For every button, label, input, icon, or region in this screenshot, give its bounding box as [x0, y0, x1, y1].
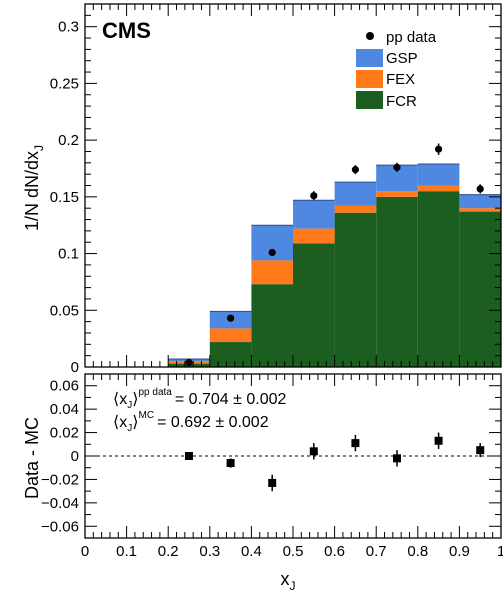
- residual-point: [393, 454, 401, 463]
- x-tick-label: 0.9: [449, 543, 470, 560]
- residual-y-tick-label: 0.02: [50, 425, 79, 442]
- y-tick-label: 0.3: [58, 19, 79, 36]
- x-tick-label: 0.1: [116, 543, 137, 560]
- annotation-data-mean: ⟨xJ⟩pp data = 0.704 ± 0.002: [113, 387, 287, 411]
- bar-fex-bin-3: [209, 328, 252, 343]
- bar-gsp-bin-8: [417, 163, 460, 186]
- bar-fex-bin-6: [334, 205, 377, 213]
- annotation-data-mean-value: = 0.704 ± 0.002: [175, 391, 287, 408]
- bottom-panel: 0.060.040.020−0.02−0.04−0.06 0 0.1 0.2 0.3 0…: [22, 373, 503, 593]
- residual-points: [185, 432, 485, 492]
- x-tick-label: 0.3: [199, 543, 220, 560]
- top-y-axis-title-main: 1/N dN/dx: [22, 151, 42, 231]
- x-axis-title-sub: J: [290, 579, 296, 593]
- data-point: [227, 314, 235, 322]
- residual-point: [476, 446, 485, 455]
- x-tick-label: 0.4: [241, 543, 262, 560]
- data-point: [476, 185, 484, 193]
- residual-point: [351, 439, 360, 448]
- residual-point: [185, 452, 193, 460]
- annotation-mc-mean-close: ⟩: [132, 414, 138, 431]
- legend-label-fex: FEX: [386, 71, 415, 88]
- y-tick-label: 0.1: [58, 246, 79, 263]
- annotation-data-mean-sup: pp data: [139, 387, 173, 398]
- x-tick-labels: 0 0.1 0.2 0.3 0.4 0.5 0.6 0.7 0.8 0.9 1: [81, 543, 503, 560]
- residual-y-tick-label: −0.02: [41, 471, 79, 488]
- residual-point: [226, 459, 235, 468]
- residual-y-tick-label: 0.06: [50, 378, 79, 395]
- annotation-mc-mean-value: = 0.692 ± 0.002: [157, 414, 269, 431]
- x-tick-label: 0.8: [407, 543, 428, 560]
- x-tick-label: 0.7: [366, 543, 387, 560]
- residual-point: [268, 478, 277, 487]
- bar-fcr-bin-8: [417, 191, 460, 367]
- data-point: [185, 358, 193, 367]
- experiment-label: CMS: [102, 18, 151, 43]
- y-tick-label: 0.05: [50, 302, 79, 319]
- legend-swatch-fcr: [356, 91, 383, 109]
- annotation-mc-mean: ⟨xJ⟩MC = 0.692 ± 0.002: [113, 410, 269, 434]
- top-panel: 0 0.05 0.1 0.15 0.2 0.25 0.3 CMS pp data GSP F…: [22, 3, 502, 376]
- stacked-histogram: [168, 163, 501, 367]
- legend-marker-pp-data: [366, 32, 374, 40]
- x-tick-label: 0.2: [158, 543, 179, 560]
- bar-fcr-bin-7: [376, 196, 418, 367]
- annotation-data-mean-open: ⟨x: [113, 391, 127, 408]
- data-point: [310, 192, 318, 200]
- data-point: [268, 248, 276, 257]
- bottom-y-tick-labels: 0.06 0.04 0.02 0 −0.02 −0.04 −0.06: [41, 378, 79, 536]
- legend-swatch-fex: [356, 70, 383, 88]
- bar-fex-bin-7: [376, 191, 418, 197]
- bar-fcr-bin-5: [293, 243, 335, 367]
- bottom-y-axis-title: Data - MC: [22, 417, 42, 499]
- legend-swatch-gsp: [356, 49, 383, 67]
- y-tick-label: 0.25: [50, 75, 79, 92]
- bar-fcr-bin-6: [334, 212, 377, 367]
- legend-label-fcr: FCR: [386, 93, 417, 110]
- annotation-mc-mean-sup: MC: [139, 410, 155, 421]
- bar-fcr-bin-4: [251, 284, 293, 367]
- bottom-axis-ticks: [84, 373, 502, 539]
- legend: pp data GSP FEX FCR: [356, 29, 437, 110]
- y-tick-label: 0.2: [58, 132, 79, 149]
- data-points: [185, 143, 484, 367]
- residual-y-tick-label: 0.04: [50, 401, 79, 418]
- annotation-mc-mean-open: ⟨x: [113, 414, 127, 431]
- top-y-tick-labels: 0 0.05 0.1 0.15 0.2 0.25 0.3: [50, 19, 79, 376]
- top-y-axis-title-sub: J: [32, 145, 46, 151]
- residual-point: [309, 447, 318, 456]
- residual-y-tick-label: −0.06: [41, 518, 79, 535]
- residual-y-tick-label: −0.04: [41, 495, 79, 512]
- data-point: [435, 145, 443, 153]
- bar-gsp-bin-6: [334, 182, 377, 206]
- x-tick-label: 0.5: [283, 543, 304, 560]
- annotation-mc-mean-sub: J: [127, 423, 132, 434]
- bar-gsp-bin-5: [293, 200, 335, 229]
- bar-fcr-bin-3: [209, 342, 252, 367]
- residual-point: [434, 436, 443, 445]
- bar-fex-bin-9: [459, 208, 501, 212]
- top-y-axis-title: 1/N dN/dxJ: [22, 145, 46, 231]
- annotation-data-mean-sub: J: [127, 400, 132, 411]
- data-point: [351, 166, 359, 174]
- legend-label-gsp: GSP: [386, 50, 418, 67]
- x-tick-label: 0.6: [324, 543, 345, 560]
- x-axis-title: xJ: [281, 569, 296, 593]
- bar-gsp-bin-9: [459, 194, 501, 209]
- bar-fex-bin-5: [293, 228, 335, 244]
- y-tick-label: 0: [71, 359, 79, 376]
- bar-fcr-bin-9: [459, 211, 501, 367]
- bar-fex-bin-8: [417, 185, 460, 192]
- legend-label-pp-data: pp data: [386, 29, 437, 46]
- y-tick-label: 0.15: [50, 189, 79, 206]
- residual-y-tick-label: 0: [71, 448, 79, 465]
- top-axis-ticks: [84, 3, 502, 368]
- annotation-data-mean-close: ⟩: [132, 391, 138, 408]
- x-tick-label: 0: [81, 543, 89, 560]
- x-tick-label: 1: [497, 543, 503, 560]
- data-point: [393, 163, 401, 171]
- x-axis-title-main: x: [281, 569, 290, 589]
- bar-fex-bin-4: [251, 260, 293, 285]
